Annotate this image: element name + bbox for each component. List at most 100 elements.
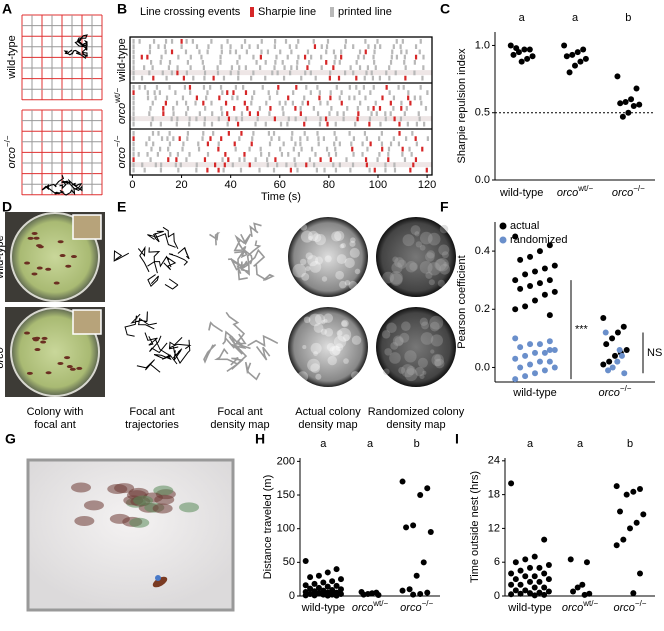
event-tick xyxy=(326,39,330,44)
event-tick xyxy=(365,136,369,141)
data-point xyxy=(546,277,553,284)
ant xyxy=(24,331,31,335)
x-tick-label-base: wild-type xyxy=(301,602,345,614)
y-tick-label: 50 xyxy=(283,556,295,568)
event-tick xyxy=(140,75,144,81)
event-tick xyxy=(234,49,238,55)
event-tick xyxy=(375,111,378,116)
event-tick xyxy=(166,136,169,141)
x-tick-label-sup: wt/− xyxy=(582,599,598,608)
event-tick xyxy=(285,162,288,168)
data-point xyxy=(518,58,525,65)
x-tick-label-base: wild-type xyxy=(507,602,551,614)
density-speck xyxy=(314,256,324,265)
event-tick xyxy=(143,167,146,173)
event-tick xyxy=(332,65,335,70)
event-tick xyxy=(234,146,237,152)
event-tick xyxy=(175,157,178,162)
event-tick xyxy=(408,146,411,152)
density-speck xyxy=(300,230,313,243)
data-point xyxy=(522,587,529,594)
event-tick xyxy=(229,49,232,55)
event-tick xyxy=(414,44,418,49)
event-tick xyxy=(259,65,262,70)
event-tick xyxy=(132,54,135,60)
event-tick xyxy=(343,70,347,76)
event-tick xyxy=(245,49,248,55)
event-tick xyxy=(332,162,335,168)
event-tick xyxy=(290,49,293,55)
row-label-sup: −/− xyxy=(3,135,12,147)
data-point xyxy=(627,525,633,532)
event-tick xyxy=(304,116,307,122)
event-tick xyxy=(256,44,259,49)
event-tick xyxy=(150,146,153,152)
data-point xyxy=(630,488,637,495)
density-speck xyxy=(292,263,307,278)
density-speck xyxy=(425,252,435,262)
x-tick-label-sup: wt/− xyxy=(577,184,593,193)
y-tick-label: 0 xyxy=(494,590,500,602)
event-tick xyxy=(279,146,282,152)
density-speck xyxy=(419,244,426,251)
event-tick xyxy=(244,90,248,95)
event-tick xyxy=(226,111,229,116)
event-tick xyxy=(266,157,269,162)
event-tick xyxy=(328,75,331,81)
event-tick xyxy=(255,60,258,65)
group-letter: a xyxy=(320,438,327,450)
event-tick xyxy=(231,95,234,101)
event-tick xyxy=(242,85,245,90)
data-point xyxy=(546,312,553,319)
event-tick xyxy=(413,95,416,101)
event-tick xyxy=(132,70,135,76)
event-tick xyxy=(292,90,295,95)
x-tick-label-sup: wt/− xyxy=(372,599,388,608)
event-tick xyxy=(172,111,175,116)
event-tick xyxy=(283,65,286,70)
event-tick xyxy=(355,85,358,90)
event-tick xyxy=(367,44,370,49)
event-tick xyxy=(306,49,310,55)
data-point xyxy=(640,511,647,518)
x-tick-label-base: orco xyxy=(612,187,633,199)
density-speck xyxy=(351,371,360,380)
event-tick xyxy=(153,90,156,95)
density-speck xyxy=(399,332,410,343)
event-tick xyxy=(384,162,387,168)
data-point xyxy=(620,323,627,330)
group-letter: a xyxy=(519,12,526,24)
event-tick xyxy=(330,106,333,111)
density-speck xyxy=(343,358,349,364)
event-tick xyxy=(297,39,300,44)
density-speck xyxy=(303,316,311,324)
density-speck xyxy=(433,358,442,367)
event-tick xyxy=(251,136,254,141)
legend-label: printed line xyxy=(338,6,392,18)
event-tick xyxy=(424,106,428,111)
event-tick xyxy=(358,65,362,70)
event-tick xyxy=(338,95,341,101)
event-tick xyxy=(329,157,332,162)
event-tick xyxy=(414,157,418,162)
event-tick xyxy=(406,121,409,127)
event-tick xyxy=(366,146,369,152)
event-tick xyxy=(282,141,285,147)
event-tick xyxy=(175,121,178,127)
x-tick-label-sup: −/− xyxy=(422,599,434,608)
event-tick xyxy=(381,95,384,101)
event-tick xyxy=(279,121,283,127)
event-tick xyxy=(159,146,162,152)
data-point xyxy=(541,591,548,598)
event-tick xyxy=(279,49,282,55)
x-tick-label-base: orco xyxy=(614,602,635,614)
event-tick xyxy=(421,146,424,152)
event-tick xyxy=(240,111,244,116)
data-point xyxy=(531,592,538,599)
event-tick xyxy=(148,111,151,116)
event-tick xyxy=(289,70,292,76)
data-point xyxy=(600,361,607,368)
event-tick xyxy=(420,100,423,106)
event-tick xyxy=(185,111,188,116)
x-tick-label: orcowt/− xyxy=(352,599,389,614)
